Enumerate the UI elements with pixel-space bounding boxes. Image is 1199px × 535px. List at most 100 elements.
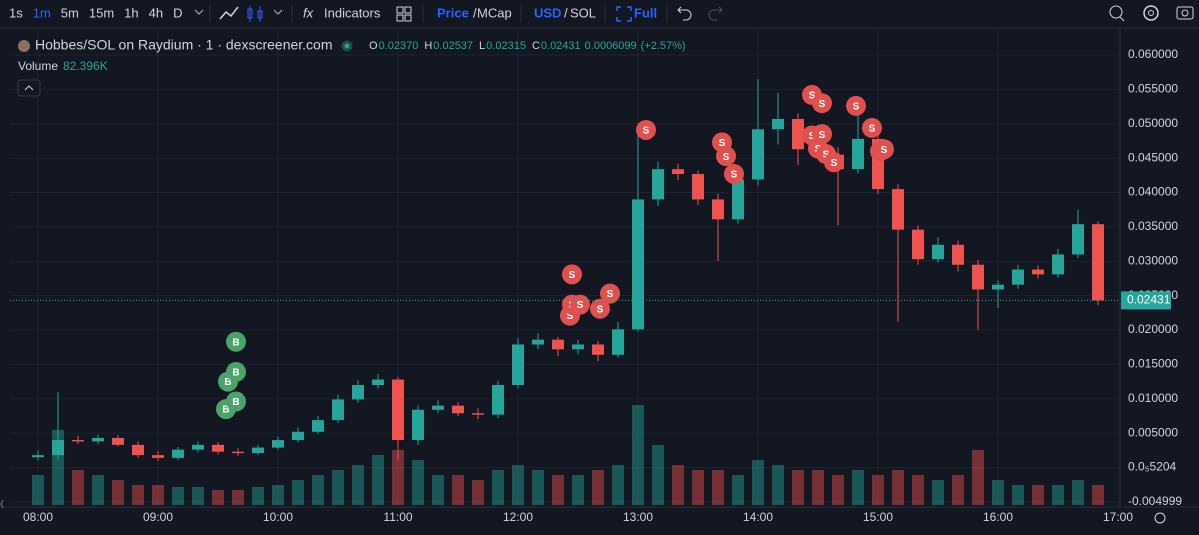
trade-marker-label: S [853, 102, 860, 113]
trade-marker-label: S [809, 131, 816, 142]
trade-marker [562, 264, 582, 285]
volume-bar [152, 485, 164, 505]
price-toggle[interactable]: Price [437, 5, 469, 20]
change-pct: (+2.57%) [641, 40, 686, 52]
volume-bar [552, 475, 564, 505]
settings[interactable] [1143, 5, 1159, 21]
interval[interactable]: 1s [9, 5, 23, 20]
volume-bar [1032, 485, 1044, 505]
search[interactable] [1109, 5, 1123, 19]
volume-bar [172, 487, 184, 505]
candle-body [532, 339, 544, 345]
candle-body [352, 385, 364, 400]
interval[interactable]: 5m [61, 5, 79, 20]
plot: BBBBBSSSSSSSSSSSSSSSSSSSSS [10, 29, 1120, 507]
collapse-legend[interactable] [17, 79, 41, 97]
y-tick-label: 0.045000 [1128, 150, 1178, 164]
volume-bar [812, 470, 824, 505]
candle-body [432, 405, 444, 410]
mcap-toggle[interactable]: MCap [477, 5, 512, 20]
candle-body [492, 385, 504, 415]
currency-toggle[interactable]: USD [534, 5, 561, 20]
templates-icon[interactable] [396, 6, 412, 22]
candle-body [592, 344, 604, 355]
axis-settings[interactable] [1154, 512, 1166, 524]
chart-type-icon[interactable] [219, 6, 239, 20]
volume-bar [132, 485, 144, 505]
trade-marker-label: S [809, 91, 816, 102]
indicators[interactable]: Indicators [324, 5, 381, 20]
y-tick-label: 0.030000 [1128, 253, 1178, 267]
interval[interactable]: 1m [33, 5, 51, 20]
candle-body [792, 118, 804, 150]
x-tick-label: 17:00 [1103, 510, 1133, 524]
candle-body [472, 413, 484, 415]
type-dropdown[interactable] [273, 9, 283, 15]
lens [1181, 9, 1189, 17]
candle-body [1012, 269, 1024, 285]
interval-dropdown[interactable] [194, 9, 204, 15]
candle-body [192, 444, 204, 450]
volume-bar [432, 475, 444, 505]
volume-bar [292, 480, 304, 505]
ohlc-value: 0.02537 [433, 40, 473, 52]
candle-body [752, 129, 764, 180]
volume-bar [972, 450, 984, 505]
candle-body [972, 264, 984, 290]
settings-core [1148, 10, 1154, 16]
volume-bar [412, 460, 424, 505]
x-tick-label: 10:00 [263, 510, 293, 524]
candle-body [852, 138, 864, 170]
trade-marker-label: S [723, 152, 730, 163]
y-tick-label: 0.020000 [1128, 322, 1178, 336]
x-tick-label: 09:00 [143, 510, 173, 524]
undo[interactable] [677, 6, 692, 21]
trade-marker-label: S [731, 170, 738, 181]
candle-body [572, 344, 584, 350]
y-tick-label: 0.055000 [1128, 82, 1178, 96]
volume-bar [252, 487, 264, 505]
y-tick-label: 0.050000 [1128, 116, 1178, 130]
volume-bar [592, 470, 604, 505]
full-toggle[interactable]: Full [634, 5, 657, 20]
y-tick-label: 0.010000 [1128, 391, 1178, 405]
candle-body [52, 440, 64, 456]
volume-label: Volume [18, 59, 58, 73]
trade-marker [570, 294, 590, 315]
interval[interactable]: 15m [89, 5, 114, 20]
candle-body [912, 229, 924, 260]
volume-bar [572, 475, 584, 505]
trade-marker [590, 298, 610, 319]
y-tick-label: 0.060000 [1128, 47, 1178, 61]
quote-toggle[interactable]: SOL [570, 5, 596, 20]
full-icon[interactable] [616, 6, 632, 22]
interval[interactable]: 4h [149, 5, 163, 20]
price-axis [1120, 29, 1199, 507]
candle-body [552, 339, 564, 350]
trade-marker-label: B [224, 377, 231, 388]
volume-bar [692, 470, 704, 505]
volume-bar [332, 470, 344, 505]
redo[interactable] [708, 6, 723, 21]
candle-body [112, 437, 124, 445]
candle-icon[interactable] [247, 6, 263, 22]
fx-icon[interactable]: fx [303, 5, 314, 20]
x-tick-label: 16:00 [983, 510, 1013, 524]
volume-bar [852, 470, 864, 505]
change: 0.0006099 [585, 40, 637, 52]
screenshot[interactable] [1176, 6, 1194, 20]
interval[interactable]: D [173, 5, 182, 20]
slash: / [564, 5, 568, 20]
toolbar [0, 0, 1199, 28]
trade-marker [824, 152, 844, 173]
y-tick-label: 0.005000 [1128, 425, 1178, 439]
x-tick-label: 14:00 [743, 510, 773, 524]
scroll-left[interactable] [0, 499, 4, 509]
chevron [24, 85, 34, 91]
interval[interactable]: 1h [124, 5, 138, 20]
volume-bar [392, 450, 404, 505]
trade-marker-label: S [567, 311, 574, 322]
candle-body [232, 451, 244, 454]
candle-body [892, 189, 904, 230]
trade-marker [636, 119, 656, 140]
